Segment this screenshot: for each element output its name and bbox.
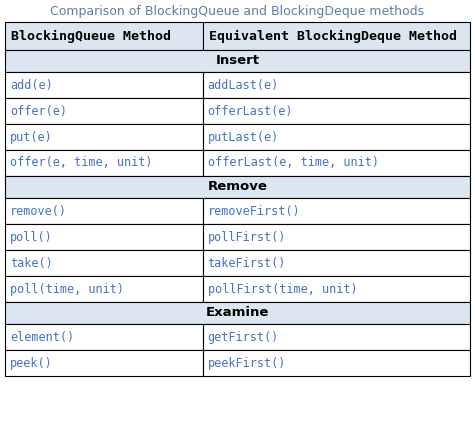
- Bar: [5, 22, 203, 50]
- Bar: [5, 302, 470, 324]
- Bar: [5, 276, 203, 302]
- Text: Equivalent BlockingDeque Method: Equivalent BlockingDeque Method: [209, 29, 456, 43]
- Bar: [203, 224, 470, 250]
- Text: peek(): peek(): [10, 357, 53, 370]
- Text: element(): element(): [10, 330, 74, 344]
- Text: offerLast(e): offerLast(e): [208, 104, 293, 117]
- Text: poll(time, unit): poll(time, unit): [10, 282, 124, 296]
- Bar: [203, 22, 470, 50]
- Text: offer(e, time, unit): offer(e, time, unit): [10, 157, 152, 170]
- Bar: [203, 72, 470, 98]
- Bar: [5, 198, 203, 224]
- Text: take(): take(): [10, 256, 53, 269]
- Bar: [203, 324, 470, 350]
- Text: Examine: Examine: [206, 306, 269, 320]
- Bar: [5, 224, 203, 250]
- Bar: [5, 98, 203, 124]
- Bar: [5, 176, 470, 198]
- Bar: [5, 150, 203, 176]
- Text: poll(): poll(): [10, 231, 53, 243]
- Text: Insert: Insert: [216, 54, 259, 67]
- Text: takeFirst(): takeFirst(): [208, 256, 286, 269]
- Text: Remove: Remove: [208, 181, 267, 194]
- Bar: [203, 150, 470, 176]
- Bar: [5, 50, 470, 72]
- Text: pollFirst(): pollFirst(): [208, 231, 286, 243]
- Text: Comparison of BlockingQueue and BlockingDeque methods: Comparison of BlockingQueue and Blocking…: [50, 5, 425, 18]
- Bar: [5, 250, 203, 276]
- Bar: [203, 124, 470, 150]
- Bar: [203, 198, 470, 224]
- Bar: [5, 324, 203, 350]
- Bar: [203, 350, 470, 376]
- Text: BlockingQueue Method: BlockingQueue Method: [11, 29, 171, 43]
- Text: addLast(e): addLast(e): [208, 78, 279, 91]
- Text: removeFirst(): removeFirst(): [208, 205, 300, 218]
- Bar: [5, 350, 203, 376]
- Bar: [5, 72, 203, 98]
- Text: offerLast(e, time, unit): offerLast(e, time, unit): [208, 157, 379, 170]
- Bar: [203, 250, 470, 276]
- Text: add(e): add(e): [10, 78, 53, 91]
- Bar: [203, 98, 470, 124]
- Text: pollFirst(time, unit): pollFirst(time, unit): [208, 282, 357, 296]
- Bar: [203, 276, 470, 302]
- Text: peekFirst(): peekFirst(): [208, 357, 286, 370]
- Text: getFirst(): getFirst(): [208, 330, 279, 344]
- Text: offer(e): offer(e): [10, 104, 67, 117]
- Text: put(e): put(e): [10, 131, 53, 144]
- Text: putLast(e): putLast(e): [208, 131, 279, 144]
- Text: remove(): remove(): [10, 205, 67, 218]
- Bar: [5, 124, 203, 150]
